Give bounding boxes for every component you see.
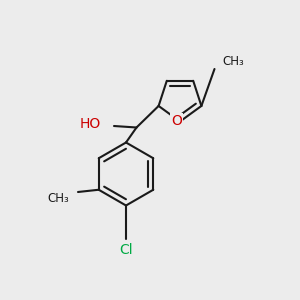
Text: CH₃: CH₃ <box>47 191 69 205</box>
Text: O: O <box>171 114 182 128</box>
Text: HO: HO <box>80 118 100 131</box>
Text: Cl: Cl <box>119 244 133 257</box>
Text: CH₃: CH₃ <box>222 55 244 68</box>
